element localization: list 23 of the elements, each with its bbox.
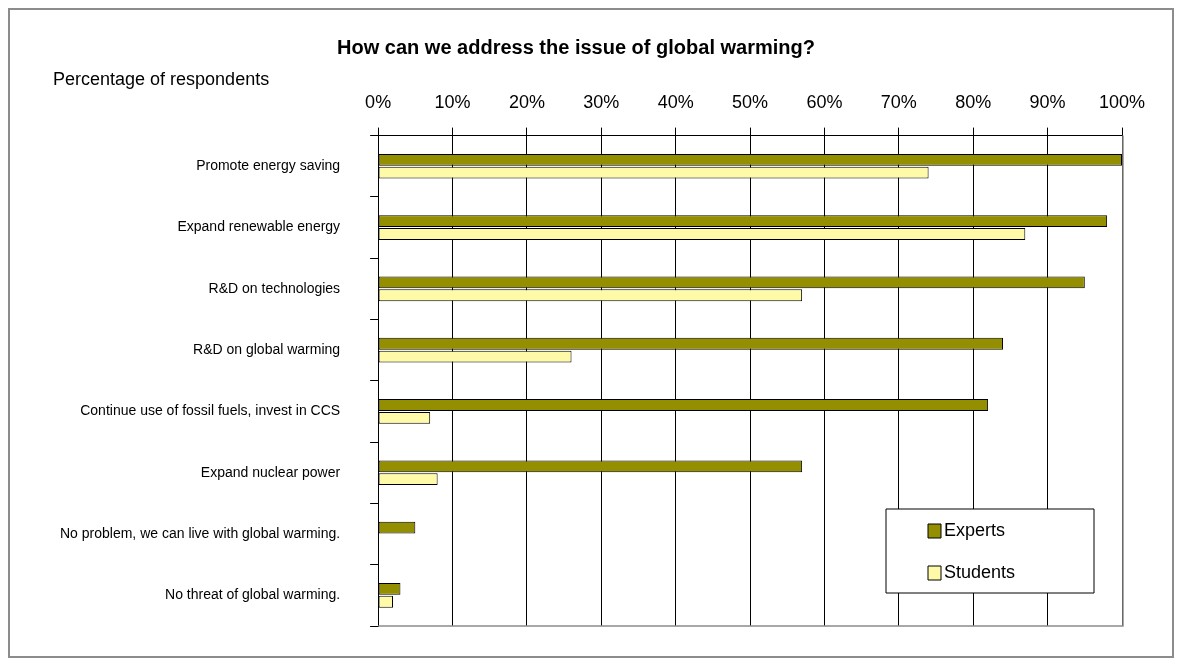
y-tick-label: Expand nuclear power [200, 463, 341, 480]
y-tick-label: No threat of global warming. [165, 586, 341, 603]
x-tick-label: 60% [806, 91, 843, 112]
x-tick-label: 100% [1098, 91, 1146, 112]
y-tick-label: R&D on global warming [193, 341, 341, 358]
x-tick-label: 90% [1029, 91, 1066, 112]
x-tick-label: 20% [508, 91, 545, 112]
x-tick-label: 80% [955, 91, 992, 112]
x-tick-label: 0% [365, 91, 392, 112]
x-axis-title: Percentage of respondents [53, 68, 270, 89]
x-tick-label: 40% [657, 91, 694, 112]
y-tick-label: R&D on technologies [208, 279, 341, 296]
x-tick-label: 50% [732, 91, 769, 112]
chart-title: How can we address the issue of global warming? [337, 35, 815, 58]
y-tick-label: Expand renewable energy [177, 218, 341, 235]
x-tick-label: 30% [583, 91, 620, 112]
x-tick-label: 10% [434, 91, 471, 112]
y-tick-label: No problem, we can live with global warming. [60, 524, 341, 541]
y-tick-label: Promote energy saving [196, 157, 341, 174]
legend-label: Experts [944, 519, 1006, 540]
y-tick-label: Continue use of fossil fuels, invest in CCS [80, 402, 341, 419]
legend-label: Students [944, 561, 1016, 582]
x-tick-label: 70% [880, 91, 917, 112]
